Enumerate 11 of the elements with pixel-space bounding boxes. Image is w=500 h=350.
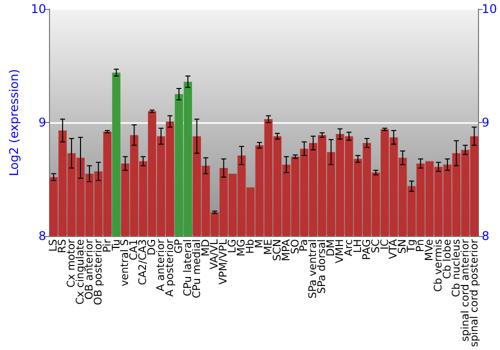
y2-tick-label: 9 (482, 116, 490, 130)
y-tick-label: 9 (38, 116, 46, 130)
x-tick-label: OB posterior (92, 238, 104, 306)
x-tick-label: Cb lobe (441, 239, 454, 279)
y2-tick-label: 10 (482, 2, 498, 16)
y-tick-label: 10 (30, 2, 46, 16)
x-tick-label: Tg (406, 239, 418, 254)
x-tick-label: spinal cord posterior (468, 238, 480, 348)
y2-tick-label: 8 (482, 229, 490, 244)
y-tick-label: 8 (38, 229, 46, 244)
y-axis-title: Log2 (expression) (7, 69, 21, 176)
